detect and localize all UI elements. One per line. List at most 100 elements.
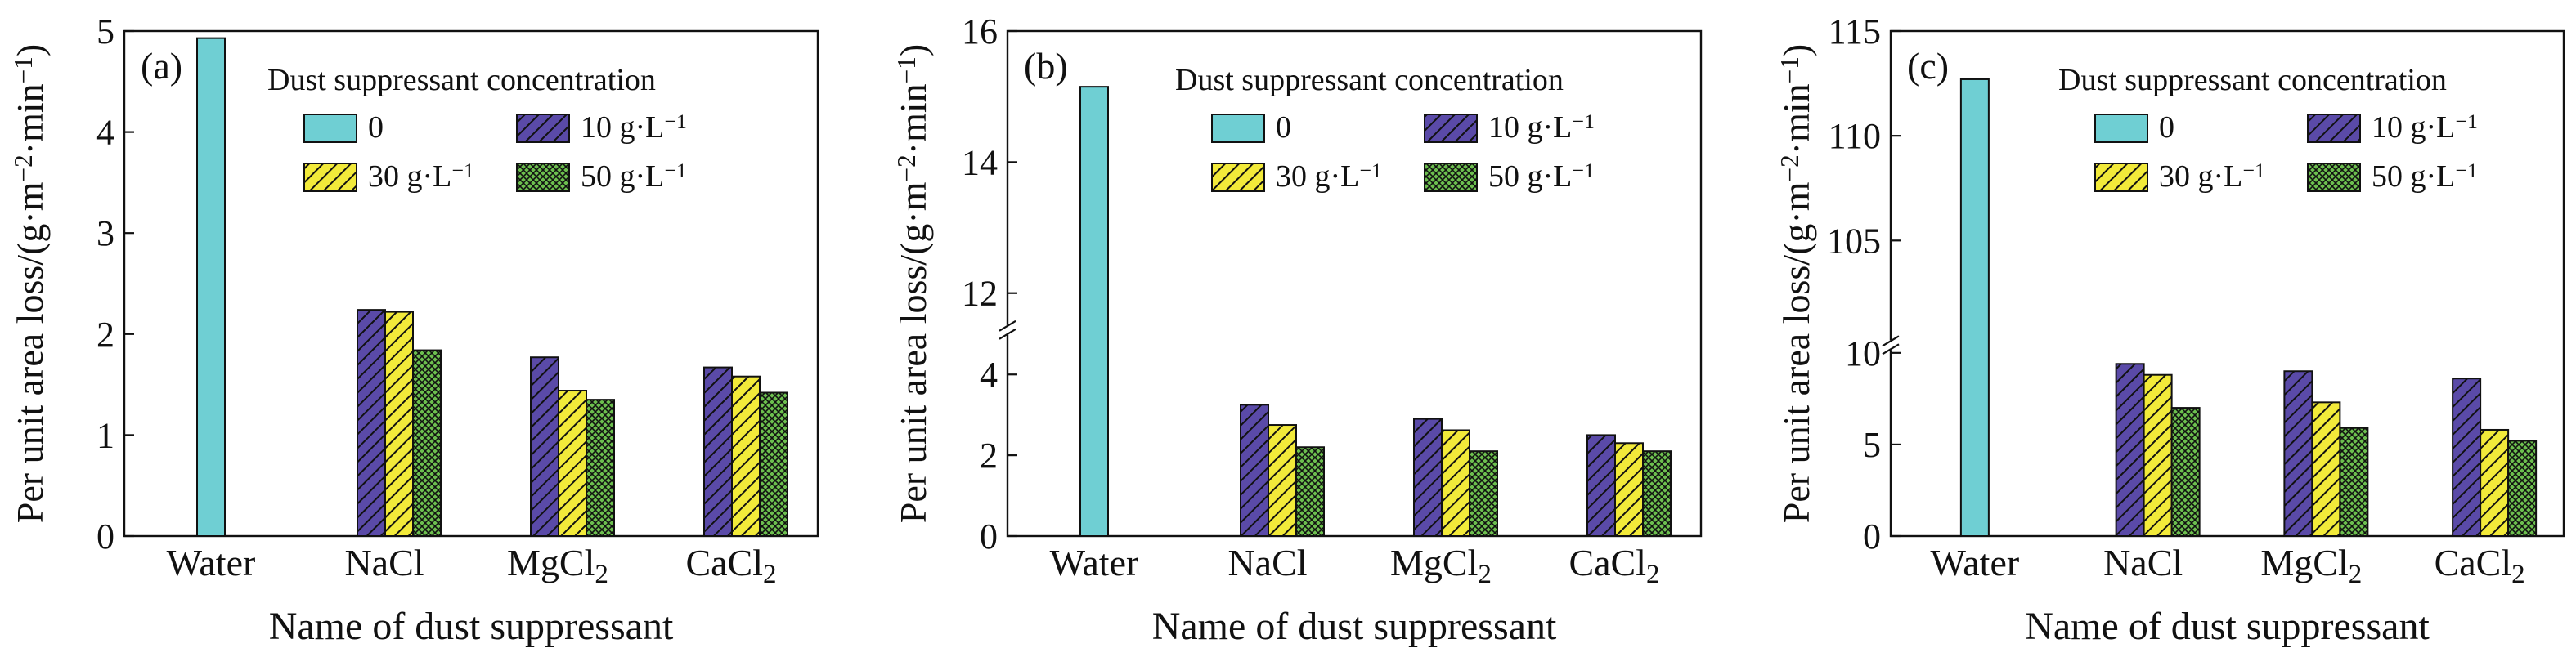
y-tick-label: 1 — [96, 415, 114, 455]
y-tick-label: 16 — [962, 11, 998, 51]
legend-label-1: 10 g·L−1 — [2372, 110, 2478, 145]
axis-break-mark — [999, 320, 1016, 332]
bar-3-3 — [2507, 440, 2538, 537]
bar-1-3 — [2452, 378, 2482, 537]
chart-panel-2: 0 2 4 12 14 16 Water NaCl MgCl2 CaCl2 (b) Dust supp… — [892, 11, 1703, 648]
x-tick-label: Water — [1050, 542, 1139, 583]
axis-break-mark — [1882, 343, 1900, 355]
legend-label-3: 50 g·L−1 — [1488, 159, 1595, 194]
legend-swatch-0 — [2094, 114, 2148, 143]
legend: Dust suppressant concentration 0 10 g·L−1 3… — [267, 63, 687, 194]
legend-label-3: 50 g·L−1 — [581, 159, 687, 194]
y-tick-label: 5 — [1863, 425, 1881, 465]
legend-title: Dust suppressant concentration — [2058, 63, 2447, 97]
y-tick-label: 0 — [96, 516, 114, 556]
y-tick-label: 0 — [980, 516, 998, 556]
y-axis-title: Per unit area loss/(g·m−2·min−1) — [892, 44, 934, 523]
plot-frame — [1006, 29, 1703, 538]
legend-swatch-2 — [1211, 163, 1265, 192]
bar-1-1 — [357, 309, 386, 537]
legend-swatch-1 — [1424, 114, 1478, 143]
bar-2-1 — [1268, 424, 1297, 537]
bar-2-3 — [1614, 442, 1644, 538]
x-tick-label: NaCl — [1227, 542, 1307, 583]
legend-title: Dust suppressant concentration — [1175, 63, 1564, 97]
legend-label-0: 0 — [1276, 110, 1291, 145]
y-axis-title: Per unit area loss/(g·m−2·min−1) — [9, 44, 51, 523]
y-tick-label: 5 — [96, 11, 114, 51]
x-tick-label: CaCl2 — [2435, 542, 2525, 589]
legend-title: Dust suppressant concentration — [267, 63, 656, 97]
x-tick-label: Water — [167, 542, 256, 583]
axis-break-mark — [999, 328, 1016, 340]
bar-3-2 — [2339, 427, 2369, 538]
bar-3-3 — [759, 391, 788, 537]
x-tick-label: CaCl2 — [1568, 542, 1659, 589]
bar-1-2 — [2283, 370, 2313, 537]
x-tick-label: MgCl2 — [1390, 542, 1492, 589]
bar-3-1 — [2170, 407, 2201, 537]
x-axis-title: Name of dust suppressant — [269, 605, 674, 648]
bar-1-1 — [2115, 363, 2145, 537]
legend-label-2: 30 g·L−1 — [1276, 159, 1382, 194]
bar-2-2 — [558, 390, 587, 537]
y-tick-label: 115 — [1829, 11, 1881, 51]
y-tick-label: 0 — [1863, 516, 1881, 556]
legend-swatch-0 — [1211, 114, 1265, 143]
y-tick-label: 105 — [1827, 221, 1881, 261]
bar-2-3 — [2480, 428, 2510, 538]
bar-3-1 — [412, 349, 442, 537]
legend-swatch-1 — [2307, 114, 2361, 143]
y-axis-title: Per unit area loss/(g·m−2·min−1) — [1775, 44, 1817, 523]
panel-label: (a) — [141, 45, 182, 87]
bar-0-0 — [1079, 86, 1109, 537]
y-tick-label: 12 — [962, 274, 998, 314]
legend-swatch-2 — [303, 163, 357, 192]
bar-2-2 — [1441, 429, 1470, 538]
bar-0-0 — [196, 37, 226, 538]
x-axis-title: Name of dust suppressant — [2025, 605, 2430, 648]
y-tick-label: 2 — [96, 315, 114, 355]
legend-swatch-3 — [2307, 163, 2361, 192]
axis-break-gap — [996, 324, 1019, 335]
y-tick-label: 2 — [980, 436, 998, 476]
y-tick-label: 4 — [96, 113, 114, 153]
x-tick-label: NaCl — [344, 542, 424, 583]
legend-label-2: 30 g·L−1 — [2159, 159, 2265, 194]
chart-panel-1: 0 1 2 3 4 5 Water NaCl MgCl2 CaCl2 (a) Dust suppres… — [9, 11, 819, 648]
bar-2-1 — [384, 311, 414, 537]
panel-label: (c) — [1907, 45, 1949, 87]
legend-swatch-0 — [303, 114, 357, 143]
plot-frame — [123, 29, 819, 538]
bar-1-1 — [1240, 404, 1269, 537]
plot-frame — [1889, 29, 2565, 538]
x-axis-title: Name of dust suppressant — [1152, 605, 1557, 648]
y-tick-label: 4 — [980, 355, 998, 395]
bar-1-2 — [1413, 418, 1443, 538]
axis-break-mark — [1882, 335, 1900, 347]
y-tick-label: 110 — [1829, 116, 1881, 156]
legend-swatch-1 — [516, 114, 570, 143]
legend-swatch-3 — [1424, 163, 1478, 192]
legend: Dust suppressant concentration 0 10 g·L−1 3… — [1175, 63, 1595, 194]
panel-label: (b) — [1024, 45, 1068, 87]
x-tick-label: Water — [1931, 542, 2020, 583]
legend-swatch-3 — [516, 163, 570, 192]
legend-swatch-2 — [2094, 163, 2148, 192]
bar-3-2 — [1469, 450, 1498, 538]
bar-2-1 — [2143, 373, 2173, 537]
bar-2-2 — [2311, 401, 2341, 537]
y-tick-label: 14 — [962, 142, 998, 182]
x-tick-label: CaCl2 — [685, 542, 776, 589]
bar-2-3 — [731, 375, 761, 537]
legend-label-2: 30 g·L−1 — [368, 159, 474, 194]
x-tick-label: MgCl2 — [507, 542, 608, 589]
legend-label-0: 0 — [368, 110, 384, 145]
y-tick-label: 3 — [96, 213, 114, 253]
x-tick-label: NaCl — [2103, 542, 2183, 583]
bar-1-2 — [530, 356, 559, 537]
legend: Dust suppressant concentration 0 10 g·L−1 3… — [2058, 63, 2478, 194]
bar-3-2 — [586, 399, 615, 538]
